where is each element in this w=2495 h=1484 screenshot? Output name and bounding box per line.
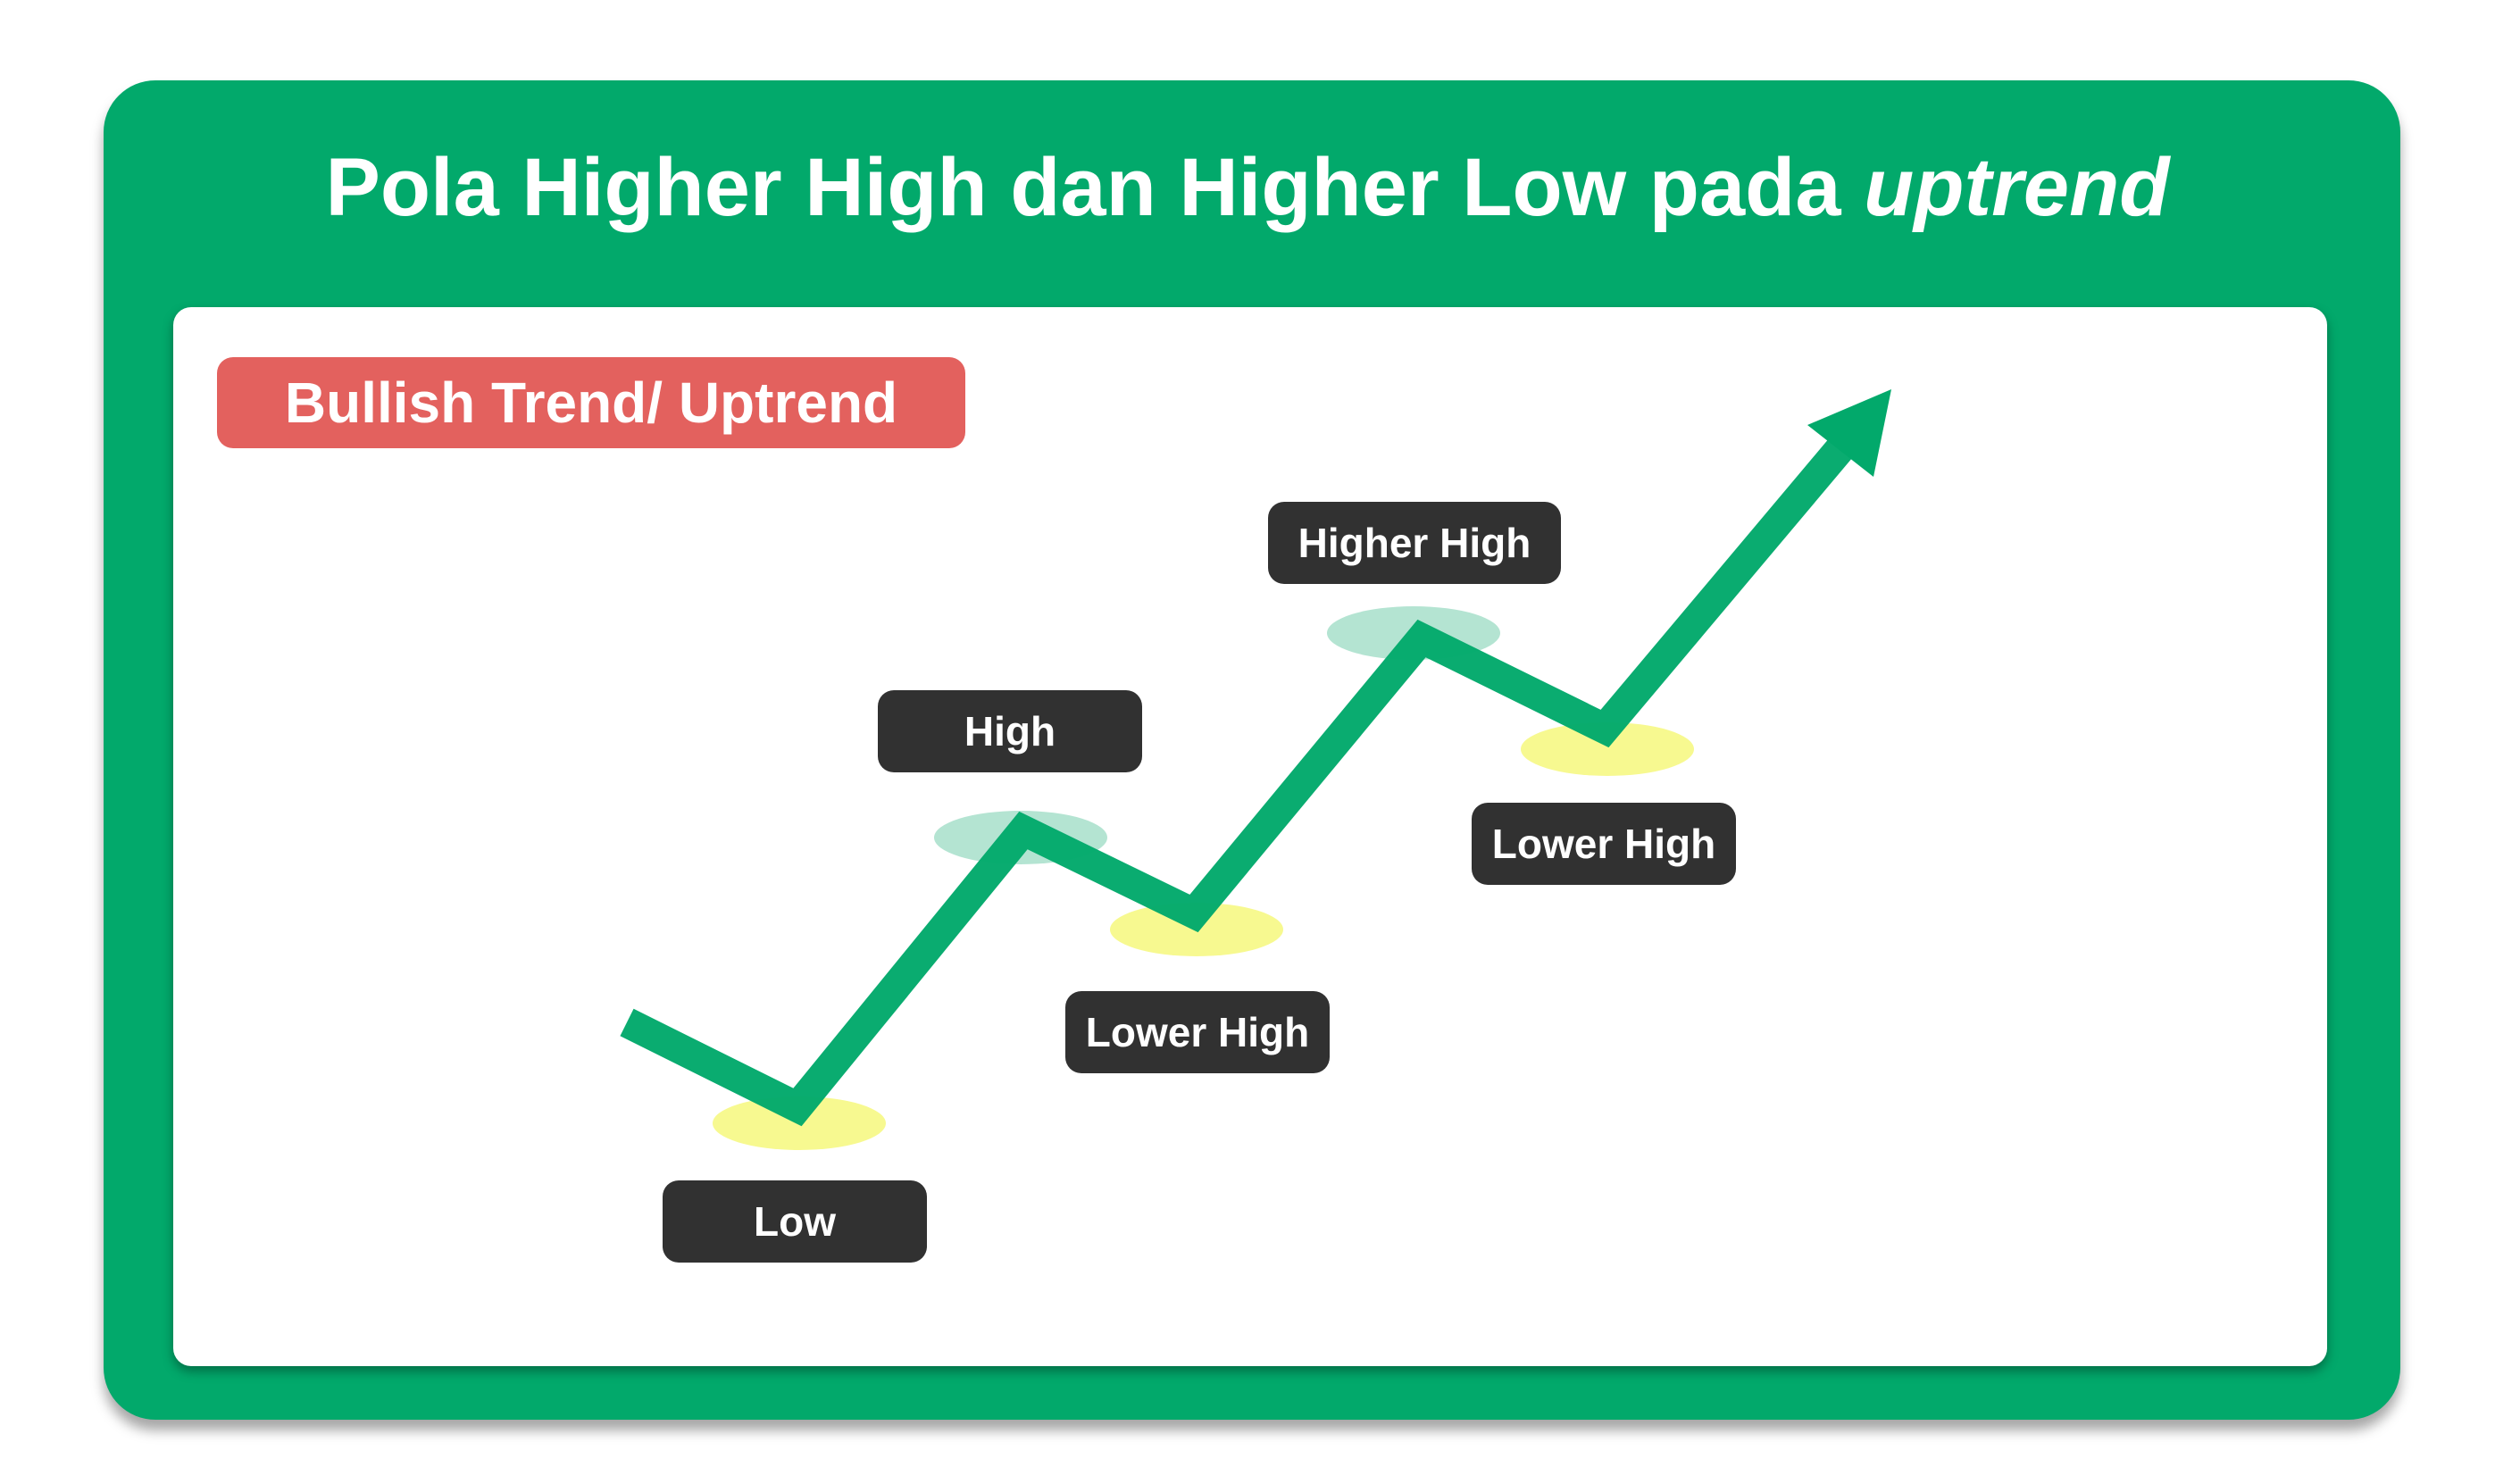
title-emphasis: uptrend [1864, 142, 2170, 233]
title-main: Pola Higher High dan Higher Low pada [325, 142, 1841, 233]
arrow-head-icon [1807, 389, 1891, 477]
label-low: Low [663, 1180, 927, 1263]
trend-line [620, 415, 1873, 1127]
lower-high-2-highlight [1521, 722, 1694, 776]
label-higher-high: Higher High [1268, 502, 1561, 584]
label-lower-high-2: Lower High [1472, 803, 1736, 885]
trend-badge: Bullish Trend/ Uptrend [217, 357, 965, 448]
page-title: Pola Higher High dan Higher Low pada upt… [0, 134, 2495, 241]
label-high: High [878, 690, 1142, 772]
label-lower-high-1: Lower High [1065, 991, 1330, 1073]
